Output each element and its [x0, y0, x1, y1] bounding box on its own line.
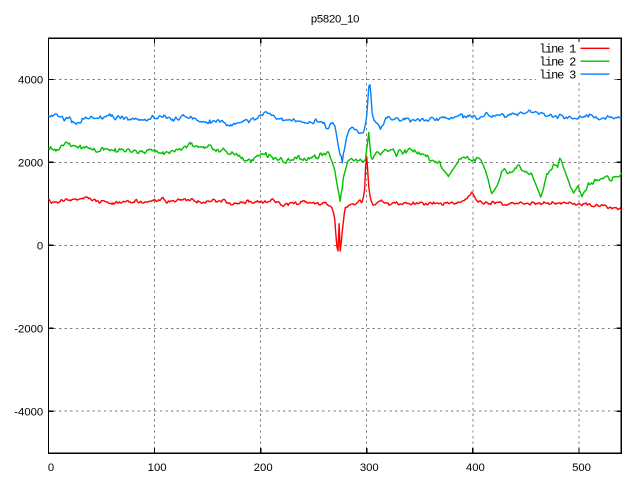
- svg-text:line 1: line 1: [539, 43, 576, 57]
- svg-text:400: 400: [466, 462, 485, 474]
- svg-text:0: 0: [48, 462, 54, 474]
- svg-text:500: 500: [572, 462, 591, 474]
- svg-text:line 2: line 2: [539, 56, 576, 70]
- svg-text:line 3: line 3: [539, 68, 576, 82]
- svg-text:100: 100: [148, 462, 167, 474]
- svg-text:4000: 4000: [18, 75, 43, 87]
- svg-text:-4000: -4000: [14, 406, 43, 418]
- svg-text:200: 200: [254, 462, 273, 474]
- svg-text:-2000: -2000: [14, 324, 43, 336]
- svg-text:300: 300: [360, 462, 379, 474]
- svg-text:p5820_10: p5820_10: [311, 13, 359, 25]
- svg-text:0: 0: [37, 241, 43, 253]
- svg-text:2000: 2000: [18, 158, 43, 170]
